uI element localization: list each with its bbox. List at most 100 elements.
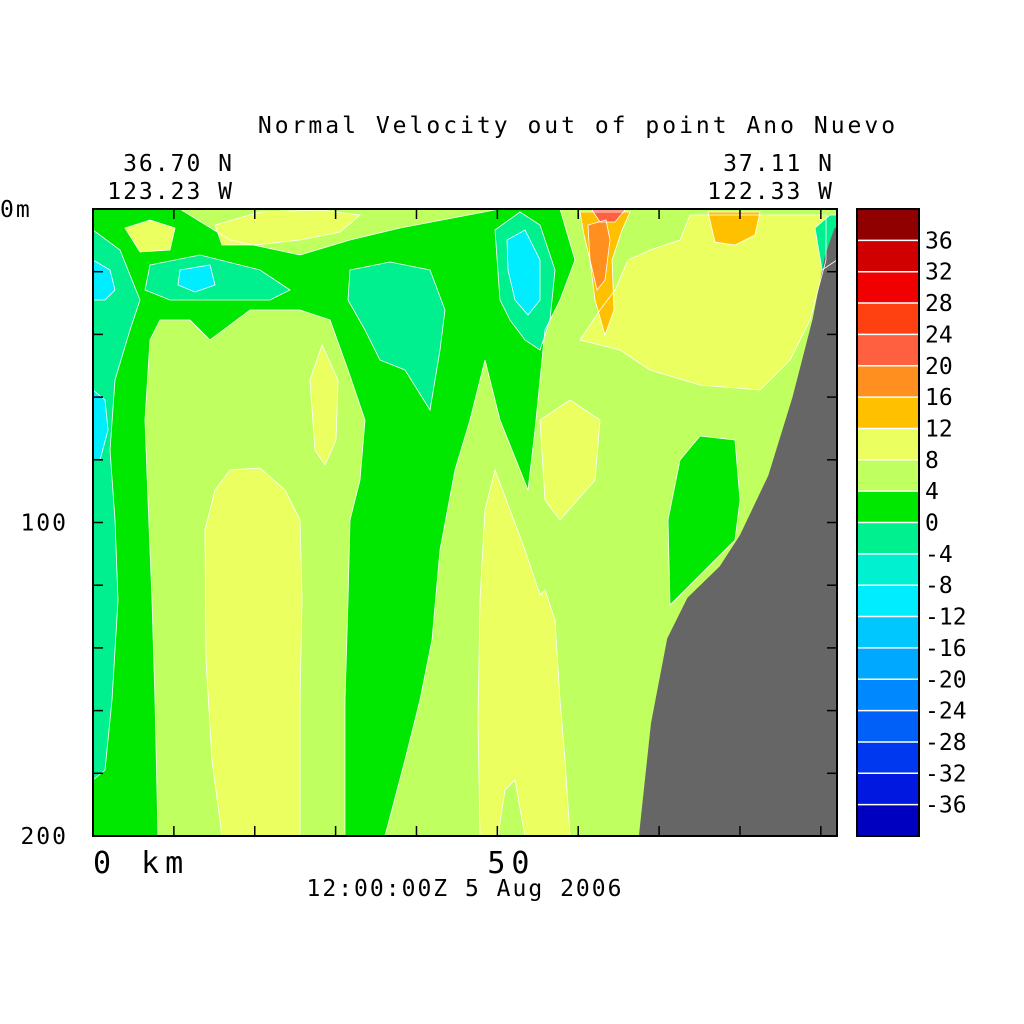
colorbar: -36 -32 -28 -24 -20 -16 -12 -8 -4 0 4 8 12 16 20 24 28 32…: [856, 208, 967, 837]
x-tick-label: 0 km: [93, 846, 189, 881]
contour-region-neg4-0-center: [348, 262, 445, 410]
colorbar-swatch: [857, 647, 919, 680]
contour-line: [667, 435, 741, 606]
colorbar-swatch: [857, 334, 919, 367]
contour-region-neg4-0-upper: [145, 255, 290, 300]
colorbar-label: -32: [925, 761, 967, 787]
land-mask: [638, 227, 837, 836]
contour-region-neg8-4-left2: [93, 390, 108, 460]
colorbar-swatch: [857, 741, 919, 774]
contour-line: [494, 211, 556, 351]
contour-line: [177, 264, 216, 293]
colorbar-label: -24: [925, 699, 967, 725]
colorbar-label: -12: [925, 605, 967, 631]
x-axis-labels: 0 km 50: [93, 846, 535, 881]
contour-line: [506, 229, 541, 316]
colorbar-swatch: [857, 428, 919, 461]
contour-line: [579, 211, 631, 337]
colorbar-swatch: [857, 209, 919, 241]
contour-region-8-12-right-upper: [580, 215, 826, 390]
colorbar-label: 32: [925, 260, 953, 286]
end-longitude: 122.33 W: [707, 179, 834, 205]
contour-line: [93, 389, 109, 461]
colorbar-label: 20: [925, 354, 953, 380]
contour-line: [93, 229, 141, 781]
contour-line: [707, 211, 761, 246]
contour-line: [579, 214, 827, 391]
contour-region-8-12-upper: [215, 210, 360, 245]
contour-line: [93, 259, 116, 301]
contour-line: [347, 261, 446, 412]
colorbar-swatch: [857, 397, 919, 429]
colorbar-swatch: [857, 365, 919, 398]
colorbar-label: -36: [925, 793, 967, 819]
colorbar-swatch: [857, 522, 919, 555]
colorbar-label: 24: [925, 322, 953, 348]
contour-region-16-20-core: [588, 220, 610, 290]
contour-line: [814, 214, 837, 271]
colorbar-label: 8: [925, 448, 939, 474]
contour-line: [539, 399, 601, 521]
colorbar-label: 28: [925, 291, 953, 317]
y-axis-ticks: [93, 270, 837, 775]
colorbar-label: -28: [925, 730, 967, 756]
colorbar-label: 12: [925, 416, 953, 442]
timestamp: 12:00:00Z 5 Aug 2006: [307, 876, 624, 902]
y-axis-labels: 0m 100 200: [0, 197, 68, 850]
colorbar-swatch: [857, 804, 919, 837]
contour-region-8-12-upper-left: [125, 220, 175, 252]
colorbar-swatch: [857, 616, 919, 649]
colorbar-swatch: [857, 585, 919, 618]
contour-outlines: [93, 209, 837, 836]
contour-line: [477, 468, 571, 836]
y-tick-label: 200: [20, 824, 68, 850]
colorbar-label: -20: [925, 667, 967, 693]
x-axis-ticks: [173, 209, 822, 836]
contour-region-neg8-4-upper: [178, 265, 215, 292]
colorbar-label: -16: [925, 636, 967, 662]
contour-line: [124, 219, 176, 253]
colorbar-swatch: [857, 491, 919, 523]
contour-region-16-20-top: [592, 210, 625, 222]
contour-region-0-4-right: [668, 436, 740, 605]
start-longitude: 123.23 W: [107, 179, 234, 205]
colorbar-label: 36: [925, 228, 953, 254]
x-tick-label: 50: [487, 846, 535, 881]
colorbar-frame: [856, 208, 920, 837]
contour-region-8-12-right-mid: [540, 400, 600, 520]
colorbar-label: 4: [925, 479, 939, 505]
y-tick-label: 0m: [0, 197, 32, 223]
start-latitude: 36.70 N: [123, 151, 234, 177]
end-latitude: 37.11 N: [723, 151, 834, 177]
contour-region-0-4: [93, 209, 575, 836]
colorbar-label: -8: [925, 573, 953, 599]
contour-region-neg8-4: [507, 230, 540, 315]
colorbar-swatch: [857, 240, 919, 273]
contour-region-8-12-mid-spot: [310, 345, 338, 465]
contour-region-neg4-0-left: [93, 230, 140, 780]
colorbar-swatch: [857, 459, 919, 492]
land-bathymetry: [638, 227, 837, 836]
contour-line: [93, 209, 576, 836]
contour-region-8-12-left-tongue: [205, 468, 302, 836]
velocity-section-plot: [93, 209, 837, 836]
contour-line: [587, 219, 611, 291]
contour-line: [204, 467, 303, 836]
contour-line: [144, 254, 291, 301]
y-tick-label: 100: [20, 511, 68, 537]
colorbar-swatch: [857, 710, 919, 743]
colorbar-swatch: [857, 303, 919, 335]
colorbar-label: 16: [925, 385, 953, 411]
colorbar-swatch: [857, 553, 919, 586]
colorbar-label: 0: [925, 511, 939, 537]
colorbar-label: -4: [925, 542, 953, 568]
contour-line: [309, 343, 339, 466]
colorbar-swatch: [857, 773, 919, 806]
colorbar-swatch: [857, 271, 919, 304]
chart-title: Normal Velocity out of point Ano Nuevo: [258, 113, 898, 139]
colorbar-swatch: [857, 679, 919, 712]
contour-region-12-16-right-patch: [708, 212, 760, 245]
contour-line: [214, 209, 361, 246]
contour-region-8-12-center-tongue: [478, 470, 570, 836]
